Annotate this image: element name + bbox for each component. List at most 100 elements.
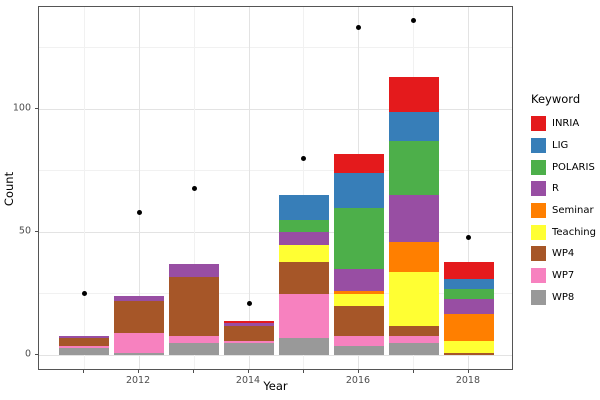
- legend-label: R: [552, 183, 559, 195]
- legend-label: WP8: [552, 291, 575, 303]
- legend-item-R: R: [531, 178, 596, 200]
- x-tick-mark: [467, 370, 469, 373]
- legend-label: Teaching: [552, 226, 596, 238]
- bar-segment-2015-Teaching: [279, 244, 329, 262]
- bar-segment-2017-WP8: [389, 343, 439, 356]
- x-tick-label: 2012: [125, 375, 151, 386]
- x-tick-mark: [357, 370, 359, 373]
- legend-label: POLARIS: [552, 161, 595, 173]
- bar-segment-2011-WP7: [59, 345, 109, 349]
- bar-segment-2015-WP8: [279, 338, 329, 356]
- y-tick-mark: [35, 108, 38, 110]
- bar-segment-2017-WP4: [389, 325, 439, 336]
- point-2012: [136, 210, 142, 216]
- bar-segment-2018-LIG: [444, 279, 494, 289]
- bar-segment-2017-Teaching: [389, 271, 439, 326]
- legend-swatch-R: [531, 181, 546, 197]
- bar-segment-2016-Teaching: [334, 293, 384, 307]
- legend-swatch-LIG: [531, 138, 546, 154]
- bar-segment-2017-R: [389, 195, 439, 243]
- x-tick-mark: [302, 370, 304, 373]
- bar-segment-2013-WP8: [169, 343, 219, 356]
- bar-segment-2011-R: [59, 335, 109, 339]
- gridline-x-minor: [303, 7, 305, 369]
- bar-segment-2017-Seminar: [389, 242, 439, 272]
- bar-segment-2016-WP8: [334, 345, 384, 356]
- legend-label: WP7: [552, 270, 575, 282]
- bar-segment-2018-R: [444, 298, 494, 314]
- bar-segment-2017-INRIA: [389, 77, 439, 112]
- gridline-y-minor: [39, 47, 512, 49]
- legend-item-Seminar: Seminar: [531, 200, 596, 222]
- bar-segment-2012-WP4: [114, 301, 164, 334]
- bar-segment-2018-POLARIS: [444, 288, 494, 299]
- bar-segment-2011-WP8: [59, 348, 109, 356]
- bar-segment-2012-R: [114, 296, 164, 302]
- bar-segment-2016-WP7: [334, 335, 384, 346]
- bar-segment-2017-POLARIS: [389, 141, 439, 196]
- x-tick-mark: [83, 370, 85, 373]
- legend-item-INRIA: INRIA: [531, 113, 596, 135]
- legend-item-Teaching: Teaching: [531, 221, 596, 243]
- bar-segment-2012-WP7: [114, 333, 164, 353]
- bar-segment-2014-WP8: [224, 343, 274, 356]
- bar-segment-2013-WP4: [169, 276, 219, 336]
- bar-segment-2014-WP4: [224, 325, 274, 341]
- legend-label: LIG: [552, 140, 569, 152]
- y-tick-label: 0: [24, 348, 31, 360]
- legend-swatch-Seminar: [531, 203, 546, 219]
- bar-segment-2016-POLARIS: [334, 207, 384, 270]
- x-tick-label: 2014: [235, 375, 261, 386]
- bar-segment-2018-Teaching: [444, 340, 494, 354]
- legend-item-WP7: WP7: [531, 265, 596, 287]
- bar-segment-2018-INRIA: [444, 261, 494, 280]
- bar-segment-2018-WP4: [444, 353, 494, 356]
- bar-segment-2014-WP7: [224, 340, 274, 344]
- bar-segment-2016-LIG: [334, 173, 384, 208]
- x-tick-mark: [248, 370, 249, 373]
- legend-label: WP4: [552, 248, 575, 260]
- bar-segment-2016-Seminar: [334, 291, 384, 294]
- legend-item-POLARIS: POLARIS: [531, 156, 596, 178]
- legend-swatch-WP4: [531, 246, 546, 262]
- legend-label: INRIA: [552, 118, 580, 130]
- y-tick-mark: [35, 354, 38, 356]
- bar-segment-2011-WP4: [59, 338, 109, 346]
- x-tick-mark: [138, 370, 140, 373]
- gridline-y-minor: [39, 170, 512, 172]
- legend-title: Keyword: [531, 92, 581, 106]
- point-2018: [466, 234, 472, 240]
- y-tick-label: 100: [12, 102, 31, 114]
- x-tick-mark: [412, 370, 414, 373]
- legend-label: Seminar: [552, 205, 594, 217]
- bar-segment-2015-LIG: [279, 195, 329, 221]
- gridline-y-major: [39, 231, 512, 233]
- bar-segment-2014-INRIA: [224, 321, 274, 324]
- legend-swatch-WP8: [531, 289, 546, 305]
- gridline-y-major: [39, 354, 512, 356]
- x-tick-label: 2016: [345, 375, 371, 386]
- legend-swatch-INRIA: [531, 116, 546, 132]
- bar-segment-2015-POLARIS: [279, 220, 329, 233]
- legend-swatch-POLARIS: [531, 159, 546, 175]
- bar-segment-2013-WP7: [169, 335, 219, 344]
- bar-segment-2013-R: [169, 264, 219, 277]
- gridline-y-major: [39, 108, 512, 110]
- bar-segment-2015-WP4: [279, 261, 329, 294]
- legend-swatch-Teaching: [531, 224, 546, 240]
- gridline-x-minor: [83, 7, 85, 369]
- bar-segment-2016-WP4: [334, 306, 384, 336]
- bar-segment-2016-INRIA: [334, 153, 384, 174]
- legend-item-LIG: LIG: [531, 135, 596, 157]
- point-2013: [191, 185, 197, 191]
- gridline-x-major: [248, 7, 250, 369]
- plot-panel: [38, 6, 513, 370]
- legend: Keyword INRIA LIG POLARIS R Seminar Teaching W…: [531, 92, 596, 308]
- bar-segment-2015-WP7: [279, 293, 329, 339]
- y-axis-title: Count: [2, 171, 16, 207]
- bar-segment-2017-LIG: [389, 111, 439, 142]
- point-2016: [356, 25, 362, 31]
- y-tick-mark: [35, 231, 38, 233]
- point-2014: [246, 301, 252, 307]
- bar-segment-2018-Seminar: [444, 313, 494, 341]
